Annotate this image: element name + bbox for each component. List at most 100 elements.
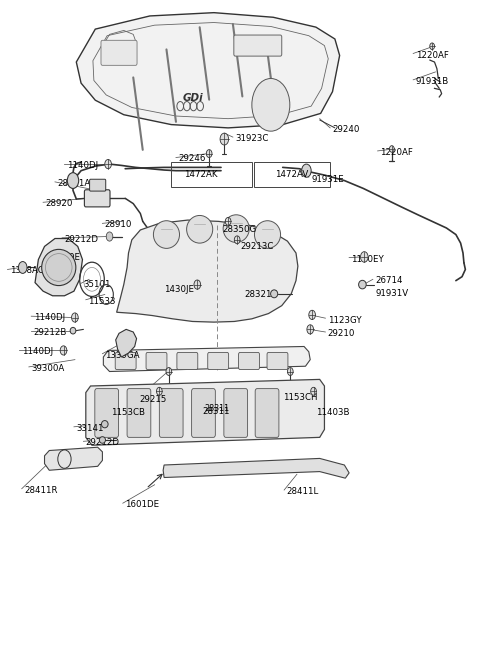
- Text: 28350G: 28350G: [222, 226, 256, 234]
- Circle shape: [18, 262, 27, 274]
- Text: 1140DJ: 1140DJ: [67, 161, 98, 170]
- Polygon shape: [163, 458, 349, 478]
- Polygon shape: [117, 220, 298, 322]
- Text: 28311: 28311: [202, 406, 229, 416]
- Text: 1601DE: 1601DE: [125, 500, 159, 509]
- Text: 28321E: 28321E: [245, 290, 278, 299]
- Text: 29213C: 29213C: [240, 242, 274, 251]
- Circle shape: [60, 346, 67, 355]
- Circle shape: [360, 252, 368, 262]
- FancyBboxPatch shape: [224, 388, 248, 438]
- FancyBboxPatch shape: [192, 388, 216, 438]
- Ellipse shape: [223, 214, 249, 242]
- Circle shape: [194, 280, 201, 290]
- FancyBboxPatch shape: [115, 353, 136, 370]
- Circle shape: [311, 387, 316, 395]
- FancyBboxPatch shape: [101, 41, 137, 65]
- Circle shape: [301, 164, 311, 177]
- Ellipse shape: [154, 220, 180, 248]
- Text: 31923C: 31923C: [235, 134, 269, 143]
- Text: 91931E: 91931E: [311, 175, 344, 184]
- FancyBboxPatch shape: [90, 179, 106, 191]
- Circle shape: [225, 217, 231, 225]
- Polygon shape: [86, 379, 324, 446]
- Polygon shape: [35, 238, 83, 295]
- Text: 29212B: 29212B: [34, 327, 67, 337]
- Circle shape: [72, 313, 78, 322]
- Text: 29212D: 29212D: [86, 438, 120, 447]
- Text: 91931V: 91931V: [375, 289, 408, 297]
- Text: 1153CH: 1153CH: [283, 393, 317, 402]
- FancyBboxPatch shape: [84, 190, 110, 207]
- Circle shape: [106, 232, 113, 241]
- Circle shape: [430, 43, 434, 50]
- Text: 1153CB: 1153CB: [111, 408, 145, 418]
- Circle shape: [389, 145, 394, 152]
- Text: 29215: 29215: [139, 395, 167, 404]
- FancyBboxPatch shape: [177, 353, 198, 370]
- Text: 28411R: 28411R: [24, 485, 58, 495]
- Circle shape: [234, 236, 240, 244]
- Bar: [171, 162, 252, 187]
- FancyBboxPatch shape: [208, 353, 228, 370]
- FancyBboxPatch shape: [234, 35, 282, 56]
- Text: 1339GA: 1339GA: [105, 351, 139, 359]
- Text: 35101: 35101: [84, 280, 111, 289]
- Ellipse shape: [271, 290, 278, 297]
- Text: 1220AF: 1220AF: [380, 148, 413, 157]
- Ellipse shape: [99, 437, 106, 444]
- Text: 1430JE: 1430JE: [164, 285, 194, 293]
- Circle shape: [67, 173, 79, 189]
- Text: 1140DJ: 1140DJ: [34, 313, 65, 322]
- Text: 11403B: 11403B: [316, 408, 349, 417]
- Text: 35100E: 35100E: [48, 253, 81, 262]
- Polygon shape: [116, 329, 137, 357]
- FancyBboxPatch shape: [127, 388, 151, 438]
- Text: 26714: 26714: [375, 276, 403, 285]
- Circle shape: [166, 368, 172, 375]
- Circle shape: [220, 133, 228, 145]
- Circle shape: [288, 368, 293, 375]
- Ellipse shape: [359, 280, 366, 289]
- Ellipse shape: [254, 220, 281, 248]
- Text: 1140DJ: 1140DJ: [22, 347, 53, 357]
- Circle shape: [156, 387, 162, 395]
- Polygon shape: [45, 448, 102, 470]
- Circle shape: [206, 149, 212, 157]
- Text: 11533: 11533: [88, 297, 116, 305]
- Circle shape: [105, 159, 111, 169]
- Ellipse shape: [42, 250, 76, 286]
- Ellipse shape: [101, 420, 108, 428]
- Circle shape: [307, 325, 313, 334]
- Polygon shape: [103, 347, 310, 371]
- Text: 29210: 29210: [328, 329, 355, 339]
- FancyBboxPatch shape: [255, 388, 279, 438]
- FancyBboxPatch shape: [146, 353, 167, 370]
- Text: 28920: 28920: [46, 199, 73, 208]
- Ellipse shape: [187, 215, 213, 243]
- Circle shape: [252, 78, 290, 131]
- Text: 1338AC: 1338AC: [10, 266, 44, 276]
- Circle shape: [309, 310, 315, 319]
- Text: 29246: 29246: [179, 154, 206, 163]
- Text: 1123GY: 1123GY: [328, 315, 361, 325]
- FancyBboxPatch shape: [267, 353, 288, 370]
- Text: GDi: GDi: [182, 93, 203, 104]
- FancyBboxPatch shape: [239, 353, 260, 370]
- Text: 33141: 33141: [76, 424, 104, 433]
- Polygon shape: [76, 13, 340, 128]
- Text: 29212D: 29212D: [64, 234, 98, 244]
- FancyBboxPatch shape: [159, 388, 183, 438]
- Text: 91931B: 91931B: [416, 77, 449, 86]
- Text: 28311: 28311: [204, 404, 230, 413]
- Text: 1472AV: 1472AV: [275, 170, 308, 179]
- Text: 28911A: 28911A: [57, 179, 91, 188]
- Bar: [254, 162, 330, 187]
- Text: 28910: 28910: [105, 220, 132, 229]
- Text: 1140EY: 1140EY: [351, 255, 384, 264]
- Text: 39300A: 39300A: [31, 364, 64, 373]
- Ellipse shape: [70, 327, 76, 334]
- Text: 28411L: 28411L: [287, 487, 319, 496]
- FancyBboxPatch shape: [95, 388, 119, 438]
- Text: 1220AF: 1220AF: [416, 51, 448, 60]
